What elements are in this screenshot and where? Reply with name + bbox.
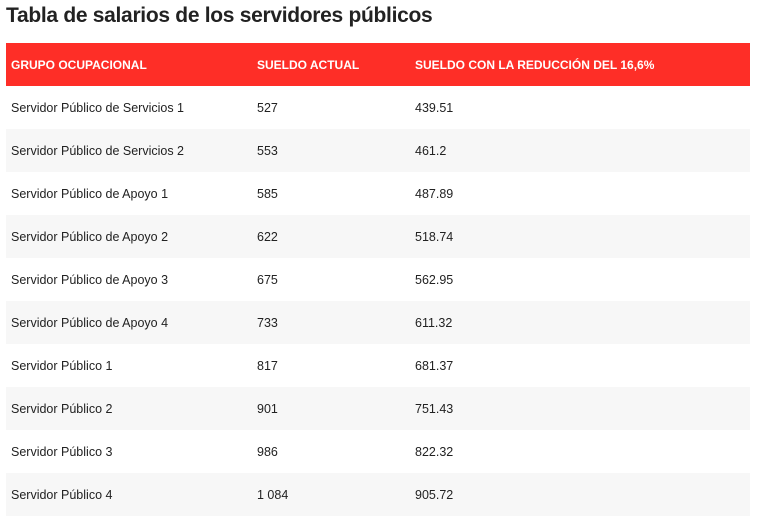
cell-reduced-salary: 822.32 [415, 444, 454, 459]
cell-current-salary: 1 084 [252, 473, 410, 516]
cell-group: Servidor Público 1 [11, 358, 113, 373]
column-header-current-salary: SUELDO ACTUAL [252, 43, 410, 86]
cell-group: Servidor Público de Apoyo 1 [11, 186, 169, 201]
table-row: Servidor Público de Apoyo 3 675 562.95 [6, 258, 750, 301]
cell-reduced-salary: 751.43 [410, 387, 750, 430]
cell-reduced-salary: 487.89 [415, 186, 454, 201]
table-row: Servidor Público de Servicios 1 527 439.51 [6, 86, 750, 129]
cell-group: Servidor Público de Apoyo 2 [6, 215, 252, 258]
table-row: Servidor Público de Apoyo 2 622 518.74 [6, 215, 750, 258]
cell-current-salary: 733 [252, 301, 410, 344]
table-row: Servidor Público 2 901 751.43 [6, 387, 750, 430]
cell-current-salary: 622 [252, 215, 410, 258]
cell-current-salary: 585 [257, 186, 278, 201]
cell-group: Servidor Público 3 [11, 444, 113, 459]
cell-group: Servidor Público 2 [6, 387, 252, 430]
table-row: Servidor Público 1 817 681.37 [6, 344, 750, 387]
cell-current-salary: 527 [257, 100, 278, 115]
page-title: Tabla de salarios de los servidores públ… [6, 4, 433, 27]
cell-reduced-salary: 461.2 [410, 129, 750, 172]
cell-reduced-salary: 611.32 [410, 301, 750, 344]
cell-current-salary: 817 [257, 358, 278, 373]
cell-reduced-salary: 518.74 [410, 215, 750, 258]
cell-current-salary: 901 [252, 387, 410, 430]
cell-current-salary: 986 [257, 444, 278, 459]
salary-table: GRUPO OCUPACIONAL SUELDO ACTUAL SUELDO C… [6, 43, 750, 516]
table-header-row: GRUPO OCUPACIONAL SUELDO ACTUAL SUELDO C… [6, 43, 750, 86]
column-header-group: GRUPO OCUPACIONAL [6, 43, 252, 86]
cell-group: Servidor Público de Servicios 2 [6, 129, 252, 172]
cell-reduced-salary: 905.72 [410, 473, 750, 516]
cell-reduced-salary: 681.37 [415, 358, 454, 373]
table-row: Servidor Público de Servicios 2 553 461.2 [6, 129, 750, 172]
table-row: Servidor Público 3 986 822.32 [6, 430, 750, 473]
cell-reduced-salary: 439.51 [415, 100, 454, 115]
cell-group: Servidor Público de Apoyo 4 [6, 301, 252, 344]
cell-current-salary: 675 [257, 272, 278, 287]
cell-group: Servidor Público 4 [6, 473, 252, 516]
table-row: Servidor Público de Apoyo 1 585 487.89 [6, 172, 750, 215]
cell-reduced-salary: 562.95 [415, 272, 454, 287]
column-header-reduced-salary: SUELDO CON LA REDUCCIÓN DEL 16,6% [410, 43, 750, 86]
cell-group: Servidor Público de Apoyo 3 [11, 272, 169, 287]
table-row: Servidor Público de Apoyo 4 733 611.32 [6, 301, 750, 344]
cell-group: Servidor Público de Servicios 1 [11, 100, 184, 115]
cell-current-salary: 553 [252, 129, 410, 172]
